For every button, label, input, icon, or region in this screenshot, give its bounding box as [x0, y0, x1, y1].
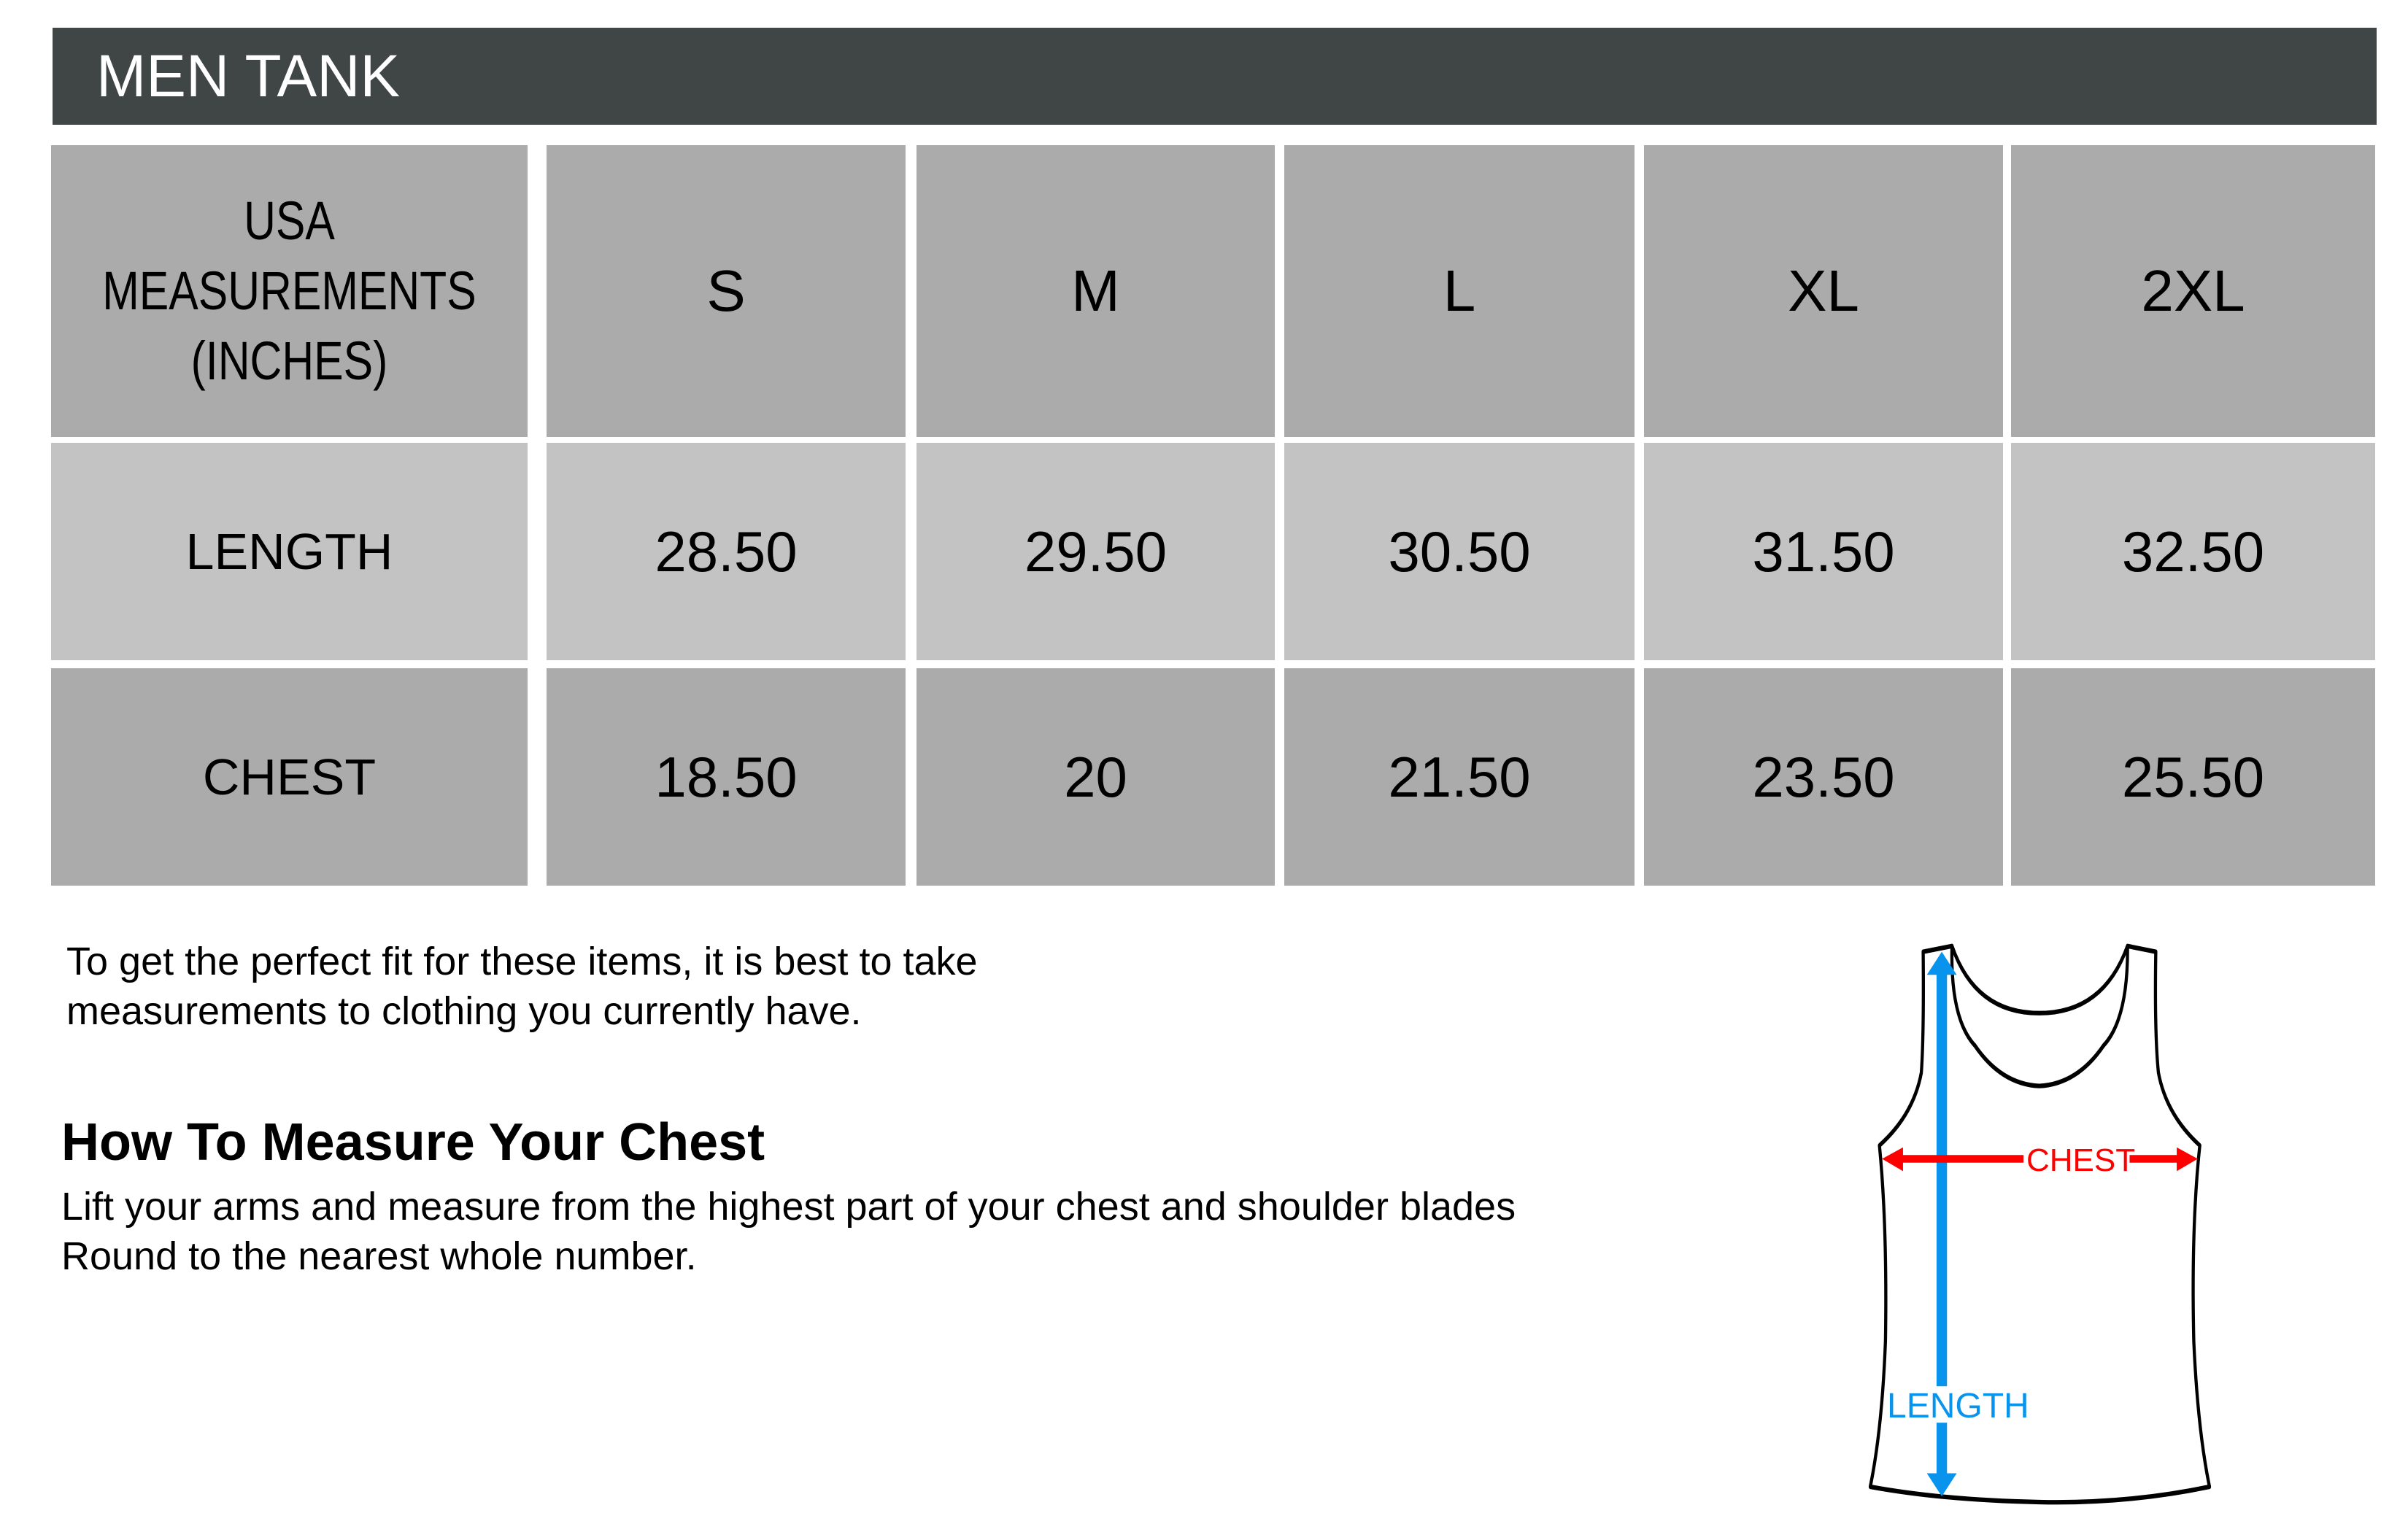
howto-line: Round to the nearest whole number. [61, 1234, 697, 1278]
size-header: M [916, 145, 1275, 437]
length-arrowhead-down-icon [1926, 1473, 1957, 1497]
intro-line: To get the perfect fit for these items, … [66, 940, 978, 983]
length-label: LENGTH [1887, 1387, 2029, 1425]
table-cell: 18.50 [547, 668, 906, 886]
corner-header: USA MEASUREMENTS (INCHES) [51, 145, 528, 437]
corner-line: MEASUREMENTS [102, 260, 476, 321]
table-cell: 31.50 [1644, 443, 2003, 660]
chest-label: CHEST [2026, 1142, 2136, 1178]
howto-line: Lift your arms and measure from the high… [61, 1185, 1516, 1229]
length-arrowhead-up-icon [1926, 951, 1957, 975]
size-header: 2XL [2011, 145, 2375, 437]
size-header: L [1284, 145, 1635, 437]
table-cell: 20 [916, 668, 1275, 886]
page-title: MEN TANK [96, 42, 401, 109]
corner-line: (INCHES) [190, 330, 388, 391]
table-cell: 29.50 [916, 443, 1275, 660]
howto-text: Lift your arms and measure from the high… [61, 1182, 1516, 1281]
size-header: XL [1644, 145, 2003, 437]
chest-arrowhead-right-icon [2177, 1147, 2198, 1172]
row-label-length: LENGTH [51, 443, 528, 660]
tank-top-diagram [1868, 943, 2212, 1505]
table-cell: 32.50 [2011, 443, 2375, 660]
table-cell: 23.50 [1644, 668, 2003, 886]
howto-heading: How To Measure Your Chest [61, 1113, 765, 1172]
corner-line: USA [244, 190, 335, 251]
size-header: S [547, 145, 906, 437]
table-cell: 25.50 [2011, 668, 2375, 886]
intro-text: To get the perfect fit for these items, … [66, 937, 978, 1036]
chest-arrowhead-left-icon [1882, 1147, 1903, 1172]
table-cell: 30.50 [1284, 443, 1635, 660]
title-bar: MEN TANK [53, 28, 2377, 125]
row-label-chest: CHEST [51, 668, 528, 886]
neckline-inner [1950, 945, 2129, 1088]
table-cell: 21.50 [1284, 668, 1635, 886]
intro-line: measurements to clothing you currently h… [66, 989, 862, 1033]
table-cell: 28.50 [547, 443, 906, 660]
